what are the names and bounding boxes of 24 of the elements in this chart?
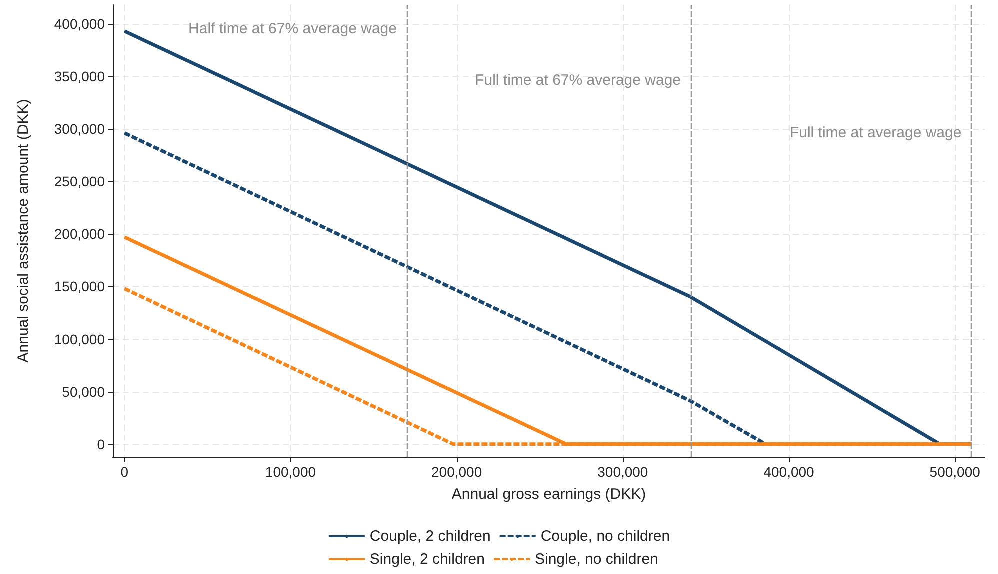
y-tick-label: 400,000	[54, 16, 106, 32]
y-tick-label: 250,000	[54, 174, 106, 190]
y-tick-label: 350,000	[54, 68, 106, 84]
y-tick-label: 150,000	[54, 278, 106, 295]
y-tick-label: 200,000	[54, 226, 106, 242]
legend-label: Couple, 2 children	[370, 528, 491, 545]
y-axis-title: Annual social assistance amount (DKK)	[15, 99, 32, 363]
y-tick-label: 50,000	[62, 384, 106, 400]
x-tick-label: 100,000	[265, 464, 316, 480]
legend-label: Single, no children	[534, 551, 658, 568]
annotation: Half time at 67% average wage	[188, 20, 397, 38]
y-tick-label: 100,000	[54, 331, 106, 348]
y-tick-label: 0	[97, 436, 106, 452]
x-tick-label: 400,000	[764, 464, 815, 480]
x-tick-label: 200,000	[432, 464, 482, 480]
x-tick-label: 300,000	[598, 464, 648, 480]
y-tick-label: 300,000	[54, 121, 106, 138]
x-axis-title: Annual gross earnings (DKK)	[452, 486, 646, 503]
legend-label: Single, 2 children	[370, 551, 485, 568]
annotation: Full time at average wage	[790, 124, 962, 142]
x-tick-label: 0	[120, 464, 129, 480]
x-tick-label: 500,000	[930, 464, 981, 480]
annotation: Full time at 67% average wage	[475, 72, 682, 90]
legend-label: Couple, no children	[540, 528, 670, 545]
